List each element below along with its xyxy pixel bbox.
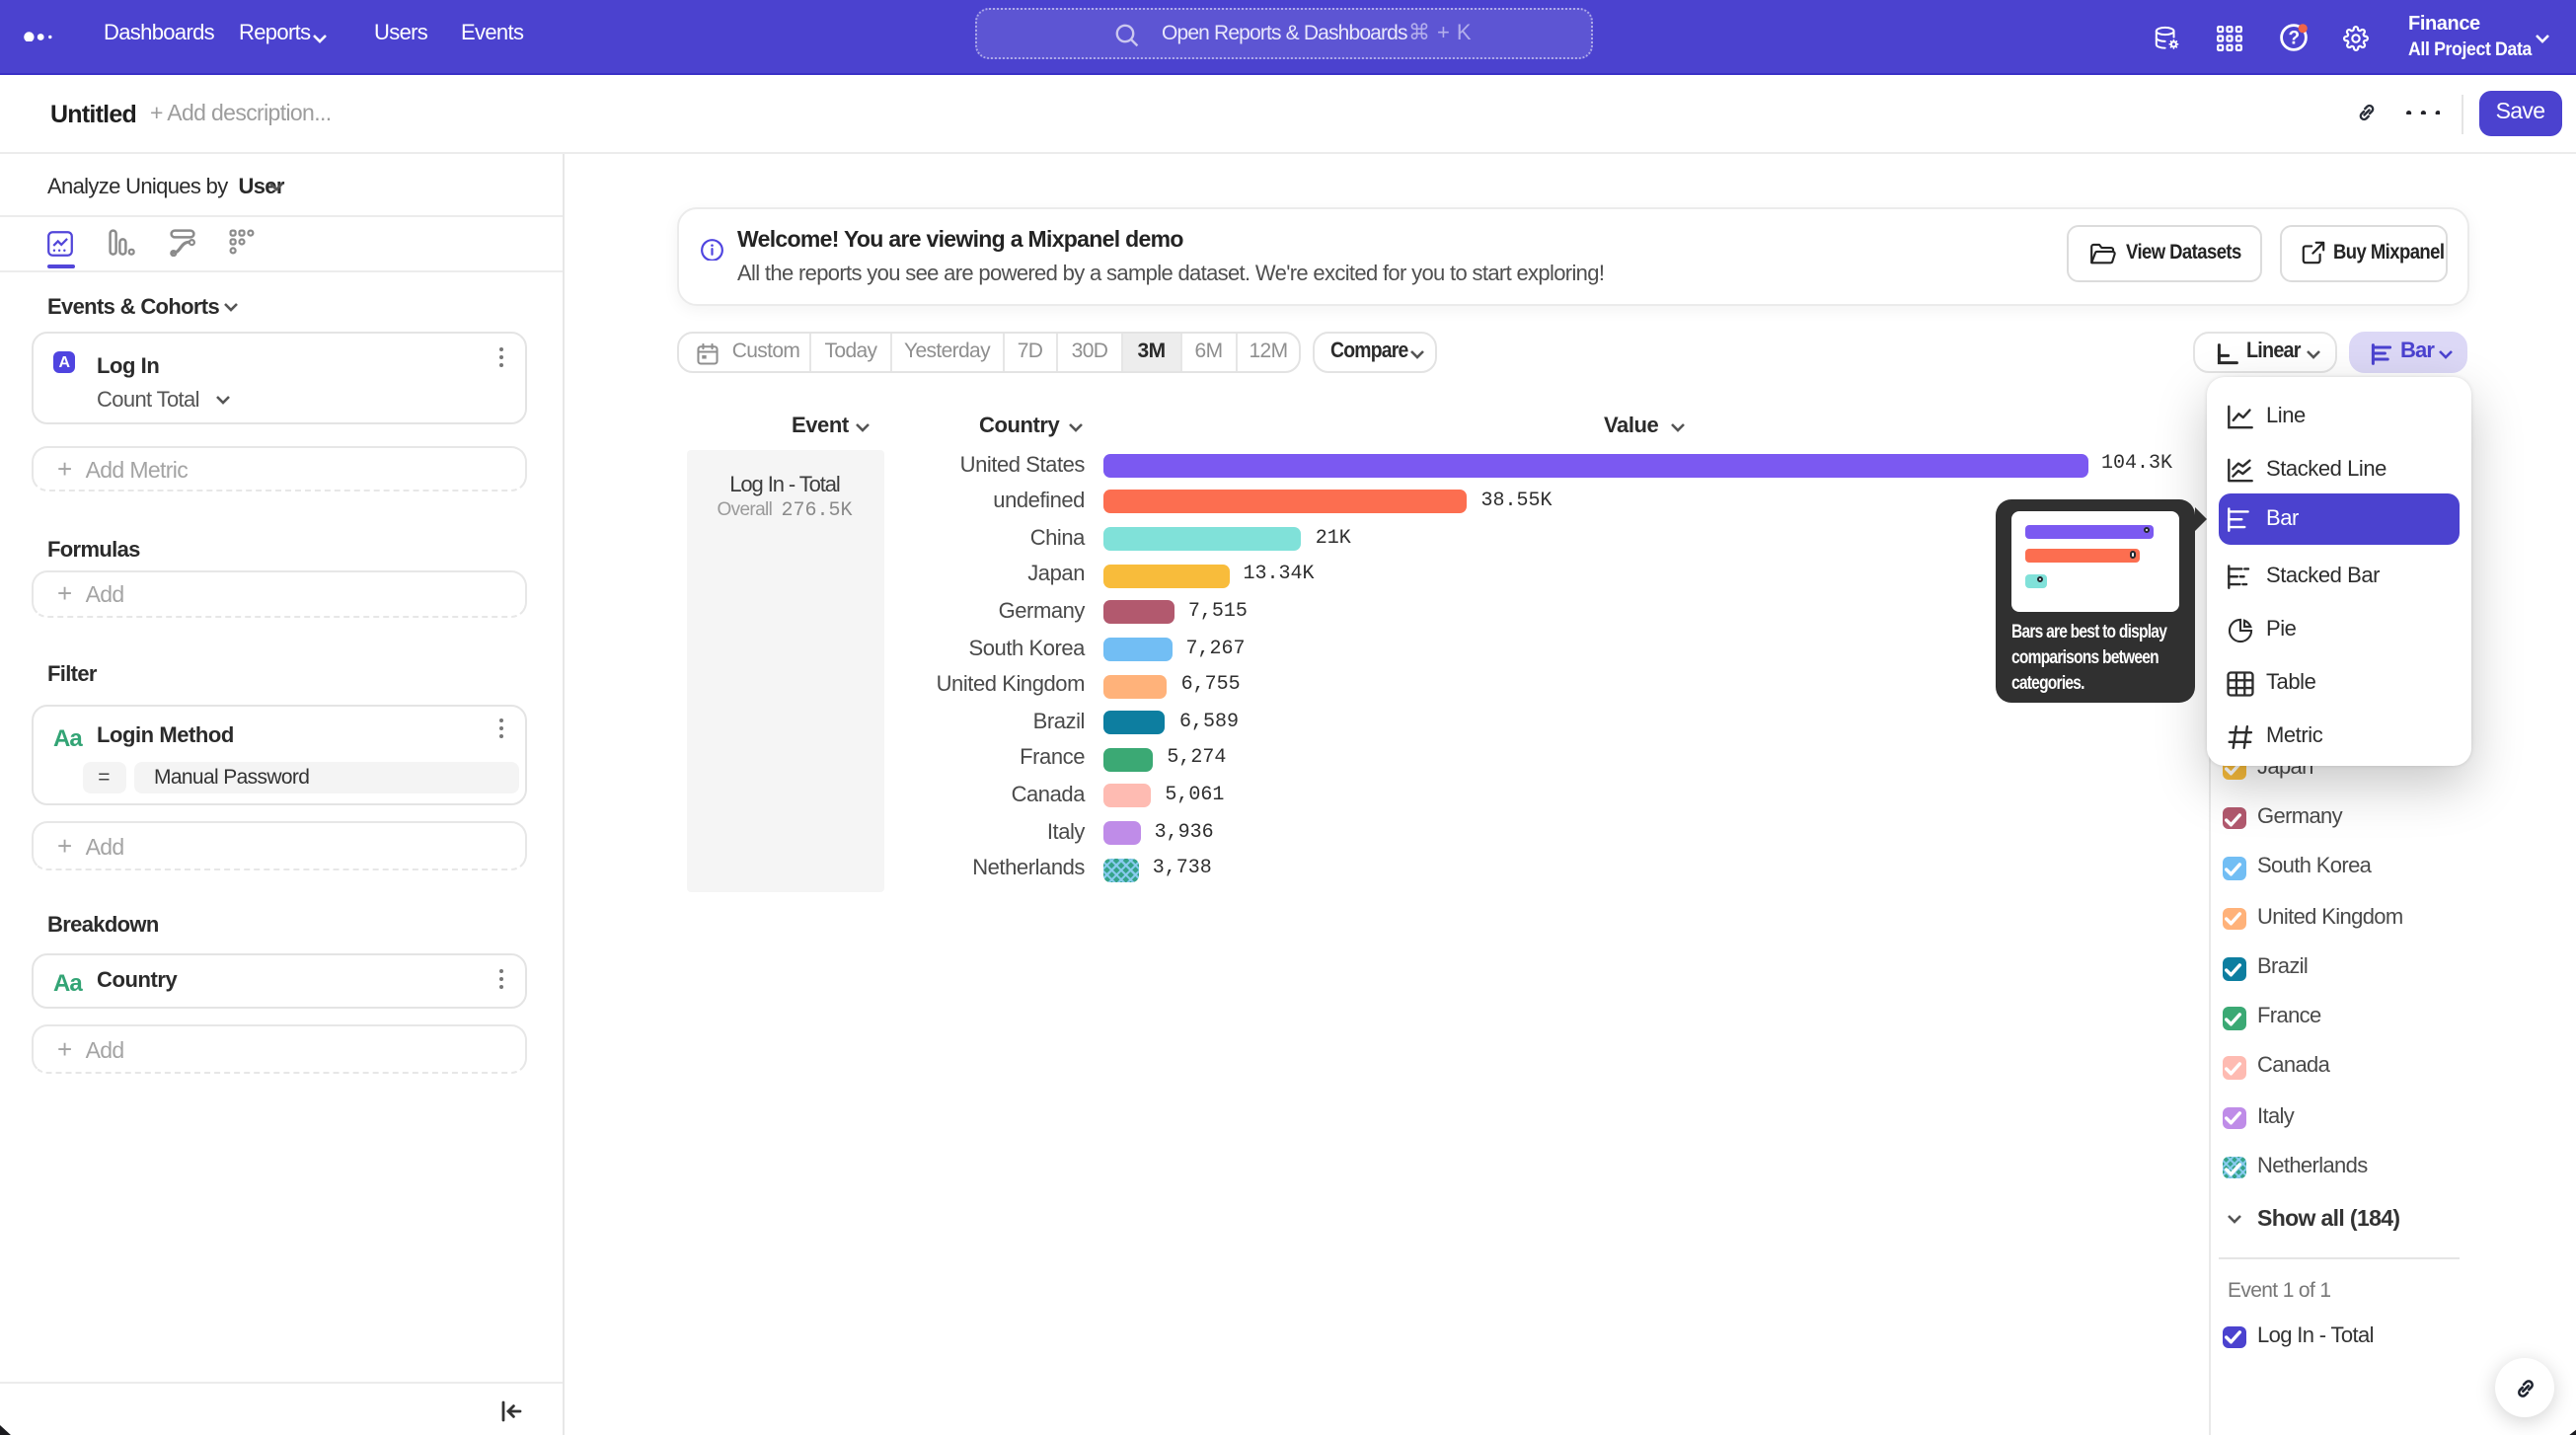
- svg-text:?: ?: [2288, 28, 2299, 48]
